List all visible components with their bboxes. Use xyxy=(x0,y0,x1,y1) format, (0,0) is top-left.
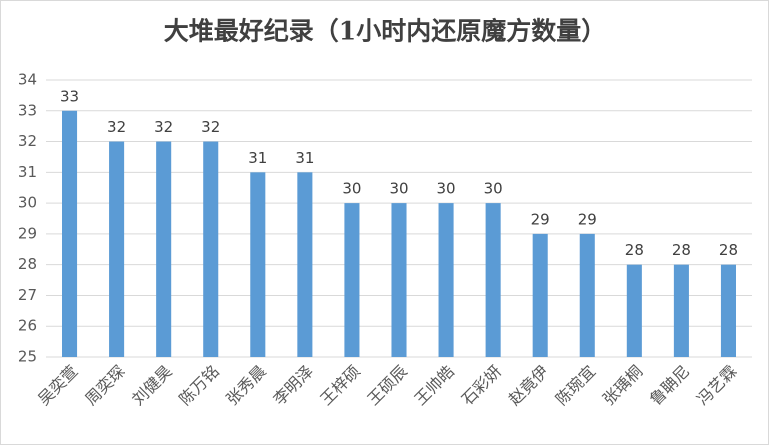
y-tick-label: 31 xyxy=(18,163,37,181)
bar xyxy=(250,172,266,357)
bar xyxy=(438,203,454,357)
bar xyxy=(156,141,172,357)
value-label: 32 xyxy=(107,118,126,136)
y-tick-label: 32 xyxy=(18,132,37,150)
value-label: 29 xyxy=(578,210,597,228)
y-tick-label: 25 xyxy=(18,348,37,366)
value-label: 32 xyxy=(201,118,220,136)
bar xyxy=(485,203,501,357)
bar xyxy=(297,172,313,357)
value-label: 31 xyxy=(248,149,267,167)
y-tick-label: 29 xyxy=(18,224,37,242)
bar xyxy=(391,203,407,357)
bar xyxy=(720,264,736,357)
y-tick-label: 26 xyxy=(18,317,37,335)
value-label: 28 xyxy=(719,241,738,259)
bar xyxy=(579,233,595,357)
bar xyxy=(109,141,125,357)
y-tick-label: 34 xyxy=(18,71,37,89)
bar xyxy=(532,233,548,357)
value-label: 28 xyxy=(625,241,644,259)
value-label: 32 xyxy=(154,118,173,136)
y-tick-label: 30 xyxy=(18,194,37,212)
bar xyxy=(626,264,642,357)
value-label: 30 xyxy=(437,180,456,198)
value-label: 33 xyxy=(60,87,79,105)
value-label: 30 xyxy=(389,180,408,198)
value-label: 30 xyxy=(484,180,503,198)
value-label: 28 xyxy=(672,241,691,259)
bar xyxy=(203,141,219,357)
y-tick-label: 28 xyxy=(18,255,37,273)
value-label: 30 xyxy=(342,180,361,198)
value-label: 29 xyxy=(531,210,550,228)
chart-title: 大堆最好纪录（1小时内还原魔方数量） xyxy=(164,17,606,46)
bar xyxy=(344,203,360,357)
bar xyxy=(673,264,689,357)
value-label: 31 xyxy=(295,149,314,167)
y-tick-label: 27 xyxy=(18,286,37,304)
bar xyxy=(62,110,78,358)
y-tick-label: 33 xyxy=(18,101,37,119)
